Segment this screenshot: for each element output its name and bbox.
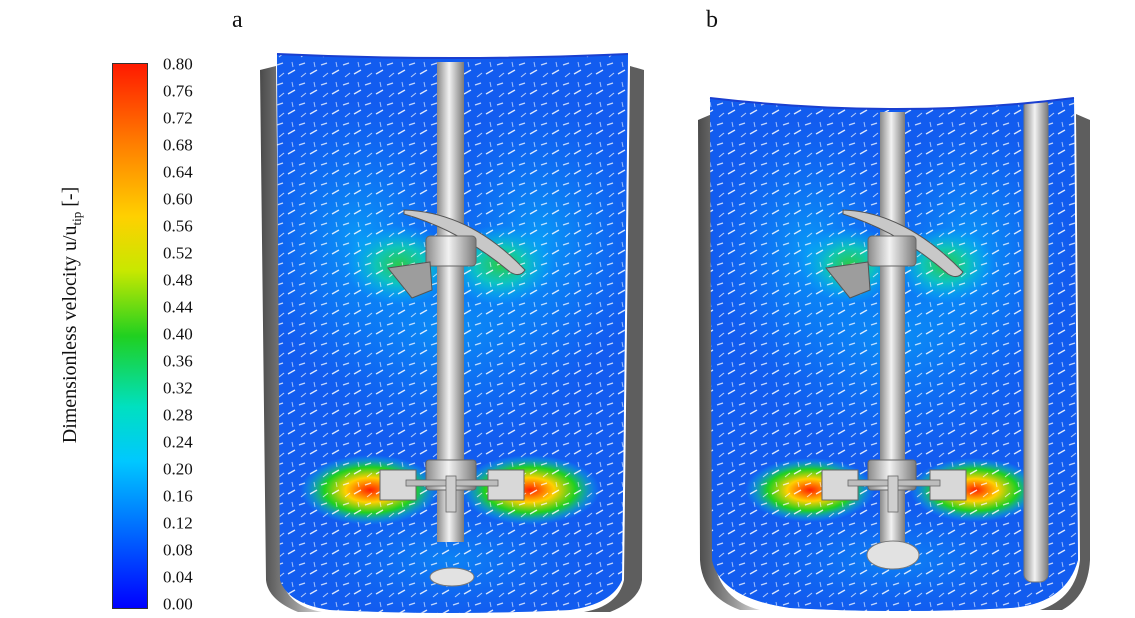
colorbar-tick: 0.48 [163,270,193,290]
colorbar-tick: 0.12 [163,513,193,533]
colorbar-tick: 0.60 [163,189,193,209]
colorbar [112,63,148,609]
colorbar-tick: 0.00 [163,594,193,614]
colorbar-tick: 0.28 [163,405,193,425]
colorbar-tick: 0.36 [163,351,193,371]
colorbar-tick: 0.32 [163,378,193,398]
colorbar-tick: 0.80 [163,54,193,74]
colorbar-tick: 0.64 [163,162,193,182]
panel-label-b: b [706,7,718,33]
tank-panel-b [698,97,1090,611]
colorbar-tick: 0.52 [163,243,193,263]
colorbar-tick: 0.40 [163,324,193,344]
colorbar-tick: 0.20 [163,459,193,479]
colorbar-tick: 0.72 [163,108,193,128]
colorbar-tick: 0.08 [163,540,193,560]
colorbar-tick: 0.16 [163,486,193,506]
colorbar-tick: 0.56 [163,216,193,236]
colorbar-tick: 0.04 [163,567,193,587]
colorbar-tick: 0.24 [163,432,193,452]
panel-label-a: a [232,7,243,33]
tank-panel-a [260,53,644,613]
colorbar-tick: 0.76 [163,81,193,101]
colorbar-tick: 0.68 [163,135,193,155]
colorbar-tick: 0.44 [163,297,193,317]
